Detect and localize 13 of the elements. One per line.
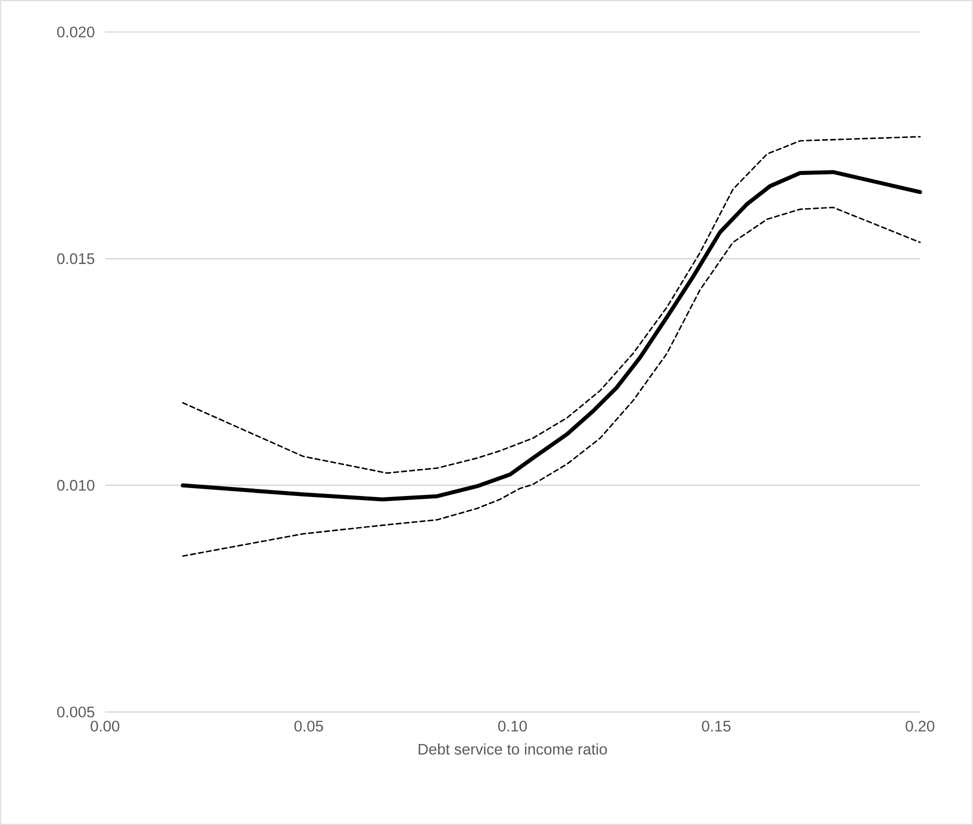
y-tick-label: 0.005 [57, 706, 94, 718]
y-tick-label: 0.015 [57, 253, 94, 264]
x-tick-label: 0.10 [498, 720, 527, 732]
x-tick-label: 0.20 [906, 720, 934, 732]
x-tick-label: 0.15 [702, 720, 731, 732]
y-tick-label: 0.020 [57, 26, 94, 38]
line-series [180, 170, 922, 502]
x-axis-title: Debt service to income ratio [418, 743, 607, 755]
line-series [182, 136, 921, 474]
x-tick-label: 0.05 [294, 720, 324, 732]
line-series [182, 206, 921, 557]
y-tick-label: 0.010 [57, 480, 94, 491]
x-tick-label: 0.00 [90, 720, 120, 732]
